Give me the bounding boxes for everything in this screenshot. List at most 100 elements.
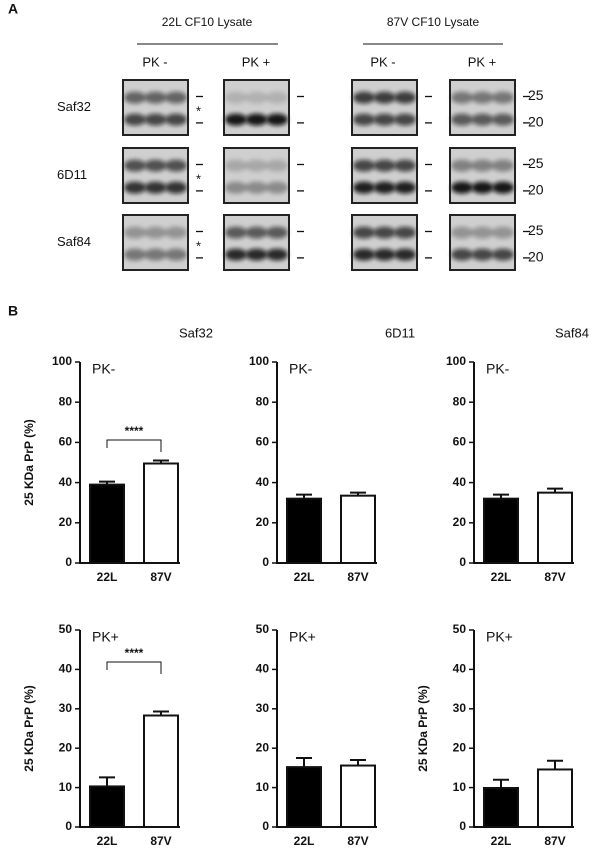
bar — [537, 768, 573, 829]
blot-frame — [122, 79, 189, 136]
band — [373, 91, 396, 104]
band — [124, 159, 146, 172]
band — [144, 248, 167, 261]
y-tick-label: 10 — [256, 780, 270, 794]
y-tick-label: 40 — [453, 662, 467, 676]
band — [225, 159, 247, 172]
band — [266, 181, 288, 194]
y-axis-title: 25 KDa PrP (%) — [22, 685, 36, 771]
mw-marker: 25 — [528, 87, 544, 103]
band — [492, 226, 514, 239]
chart-title: 6D11 — [385, 325, 415, 340]
band — [492, 113, 514, 126]
y-tick-label: 0 — [262, 819, 269, 833]
blot-bg — [450, 215, 515, 270]
x-tick-label: 22L — [97, 834, 118, 848]
band — [266, 226, 288, 239]
error-bar — [99, 776, 115, 787]
bar — [143, 714, 179, 828]
bar — [286, 766, 322, 828]
y-tick-label: 100 — [249, 354, 269, 368]
group-title: 87V CF10 Lysate — [387, 15, 480, 29]
pk-label: PK + — [242, 54, 271, 69]
error-bar — [99, 480, 115, 485]
pk-label: PK + — [468, 54, 497, 69]
y-tick-label: 40 — [59, 662, 73, 676]
blot-frame — [351, 79, 418, 136]
band — [245, 91, 268, 104]
y-tick-label: 40 — [59, 475, 73, 489]
bar — [340, 494, 376, 565]
y-tick-label: 60 — [59, 435, 73, 449]
panel-annotation: PK+ — [92, 629, 119, 645]
mw-marker: 25 — [528, 155, 544, 171]
band — [353, 248, 375, 261]
band — [165, 248, 187, 261]
y-tick-label: 80 — [59, 394, 73, 408]
band — [124, 181, 146, 194]
band — [451, 226, 473, 239]
panel-annotation: PK- — [289, 361, 313, 377]
error-bar — [493, 493, 509, 499]
y-tick-label: 60 — [256, 435, 270, 449]
x-tick-label: 22L — [491, 570, 512, 584]
band — [394, 113, 416, 126]
band — [394, 226, 416, 239]
band — [144, 159, 167, 172]
error-bar — [153, 710, 169, 716]
y-tick-label: 20 — [453, 740, 467, 754]
bar — [89, 785, 125, 829]
band — [373, 181, 396, 194]
pk-label: PK - — [142, 54, 167, 69]
row-label: 6D11 — [57, 167, 87, 182]
panel-label: B — [8, 303, 18, 319]
band — [471, 113, 494, 126]
blot-frame — [223, 79, 290, 136]
x-tick-label: 87V — [150, 834, 171, 848]
band — [451, 248, 473, 261]
band — [373, 226, 396, 239]
blot-frame — [223, 214, 290, 271]
error-bar — [350, 491, 366, 496]
band — [394, 181, 416, 194]
blot-bg — [224, 80, 289, 135]
band — [471, 248, 494, 261]
band — [471, 159, 494, 172]
pk-label: PK - — [370, 54, 395, 69]
asterisk: * — [196, 238, 201, 253]
band — [124, 226, 146, 239]
bar — [537, 491, 573, 564]
y-tick-label: 0 — [459, 819, 466, 833]
y-tick-label: 100 — [446, 354, 466, 368]
mw-marker: 20 — [528, 249, 544, 265]
error-bar — [547, 487, 563, 493]
band — [144, 91, 167, 104]
x-tick-label: 22L — [491, 834, 512, 848]
band — [353, 159, 375, 172]
y-tick-label: 30 — [59, 701, 73, 715]
band — [451, 113, 473, 126]
y-tick-label: 30 — [453, 701, 467, 715]
blot-frame — [223, 147, 290, 204]
blot-frame — [351, 214, 418, 271]
x-tick-label: 87V — [347, 834, 368, 848]
blot-frame — [449, 214, 516, 271]
error-bar — [296, 493, 312, 499]
x-tick-label: 87V — [150, 570, 171, 584]
y-tick-label: 50 — [256, 622, 270, 636]
blot-bg — [123, 215, 188, 270]
significance-label: **** — [125, 646, 144, 660]
y-tick-label: 0 — [65, 819, 72, 833]
y-tick-label: 20 — [256, 740, 270, 754]
y-tick-label: 40 — [453, 475, 467, 489]
chart-title: Saf84 — [555, 325, 589, 340]
y-tick-label: 30 — [256, 701, 270, 715]
x-tick-label: 22L — [294, 570, 315, 584]
band — [245, 159, 268, 172]
y-tick-label: 0 — [459, 555, 466, 569]
band — [353, 181, 375, 194]
y-tick-label: 40 — [256, 662, 270, 676]
band — [124, 91, 146, 104]
y-tick-label: 80 — [256, 394, 270, 408]
